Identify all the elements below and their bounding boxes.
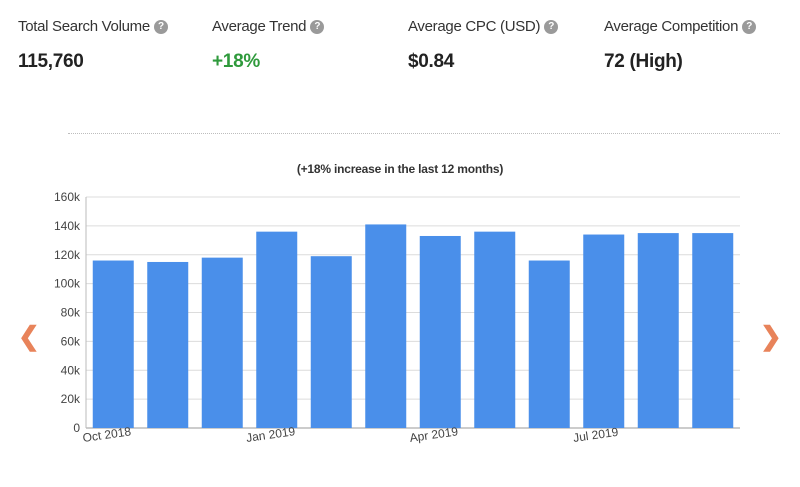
stat-average-trend: Average Trend ? +18% <box>212 18 325 73</box>
stat-value: 72 (High) <box>604 51 683 72</box>
bar <box>147 261 189 428</box>
stat-value: +18% <box>212 51 260 72</box>
stat-label: Average Trend <box>212 18 307 35</box>
y-tick-label: 40k <box>61 363 81 377</box>
question-icon[interactable]: ? <box>742 19 757 34</box>
stat-label: Average CPC (USD) <box>408 18 541 35</box>
section-divider <box>68 133 780 134</box>
y-tick-label: 80k <box>61 306 81 320</box>
y-tick-label: 20k <box>61 392 81 406</box>
bar <box>583 234 625 428</box>
stat-average-competition: Average Competition ? 72 (High) <box>604 18 757 73</box>
y-tick-label: 160k <box>54 190 81 204</box>
bar <box>92 260 134 428</box>
bar <box>637 233 679 428</box>
bar <box>419 235 461 428</box>
question-icon[interactable]: ? <box>544 19 559 34</box>
x-tick-label: Apr 2019 <box>409 424 460 445</box>
bar <box>201 257 243 428</box>
y-tick-label: 60k <box>61 334 81 348</box>
summary-stats: Total Search Volume ? 115,760 Average Tr… <box>0 0 800 110</box>
bar <box>474 231 516 428</box>
y-tick-label: 140k <box>54 219 81 233</box>
chevron-right-icon[interactable]: ❯ <box>760 321 782 351</box>
stat-label: Average Competition <box>604 18 739 35</box>
x-tick-label: Oct 2018 <box>82 424 132 445</box>
stat-value: 115,760 <box>18 51 84 72</box>
bar <box>310 256 352 428</box>
y-tick-label: 100k <box>54 277 81 291</box>
stat-value: $0.84 <box>408 51 455 72</box>
bar <box>365 224 407 428</box>
y-tick-label: 0 <box>73 421 80 435</box>
chart-title: (+18% increase in the last 12 months) <box>296 162 504 176</box>
bar <box>528 260 570 428</box>
question-icon[interactable]: ? <box>153 19 168 34</box>
bar <box>256 231 298 428</box>
chevron-left-icon[interactable]: ❮ <box>18 321 40 351</box>
question-icon[interactable]: ? <box>310 19 325 34</box>
x-tick-label: Jul 2019 <box>572 425 619 445</box>
y-tick-label: 120k <box>54 248 81 262</box>
stat-label: Total Search Volume <box>18 18 150 35</box>
bar <box>692 233 734 428</box>
stat-total-search-volume: Total Search Volume ? 115,760 <box>18 18 168 73</box>
x-tick-label: Jan 2019 <box>245 424 296 445</box>
stat-average-cpc: Average CPC (USD) ? $0.84 <box>408 18 559 73</box>
